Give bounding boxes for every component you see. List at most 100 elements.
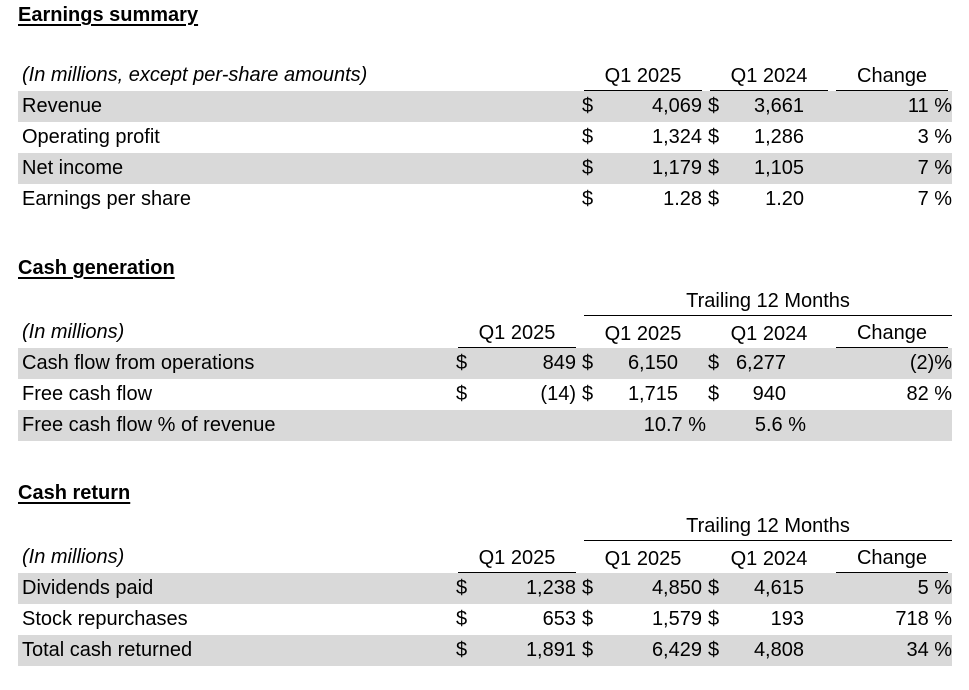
cashgen-header-label: (In millions): [22, 321, 125, 343]
currency-symbol: $: [706, 573, 732, 604]
value-q1-2025: (14): [540, 383, 576, 405]
value-ttm-q1-2025: 4,850: [606, 573, 706, 604]
currency-symbol: $: [456, 608, 468, 630]
earnings-header-row: (In millions, except per-share amounts) …: [18, 60, 952, 91]
table-row: Operating profit $ 1,324 $ 1,286 3 %: [18, 122, 952, 153]
currency-symbol: $: [708, 188, 720, 210]
currency-symbol: $: [708, 126, 720, 148]
cash-generation-title: Cash generation: [18, 257, 175, 279]
value-ttm-q1-2024: 4,615: [732, 573, 832, 604]
currency-symbol: $: [708, 383, 720, 405]
trailing-header-row: Trailing 12 Months: [18, 286, 953, 317]
currency-symbol: [454, 410, 480, 441]
value-change: 11 %: [832, 91, 953, 122]
table-row: Revenue $ 4,069 $ 3,661 11 %: [18, 91, 953, 122]
table-row: Stock repurchases $ 653 $ 1,579 $ 193 71…: [18, 604, 952, 635]
value-change: 82 %: [906, 383, 953, 405]
currency-symbol: $: [708, 608, 720, 630]
value-q1-2024: 1,105: [732, 153, 833, 184]
table-row: Cash flow from operations $ 849 $ 6,150 …: [18, 348, 953, 379]
col-q1-2025: Q1 2025: [584, 62, 703, 91]
trailing-12-months-label: Trailing 12 Months: [584, 287, 953, 316]
trailing-header-row: Trailing 12 Months: [18, 511, 953, 542]
value-ttm-q1-2025: 1,715: [627, 383, 678, 405]
value-q1-2025: [480, 410, 580, 441]
currency-symbol: $: [706, 635, 732, 666]
cash-return-title: Cash return: [18, 482, 131, 504]
value-change: 34 %: [832, 635, 953, 666]
value-change: [832, 410, 953, 441]
value-ttm-q1-2024: 4,808: [732, 635, 832, 666]
value-change: 5 %: [832, 573, 953, 604]
value-q1-2025: 653: [542, 608, 576, 630]
table-row: Free cash flow $ (14) $ 1,715 $ 940 82 %: [18, 379, 952, 410]
value-change: 7 %: [832, 153, 953, 184]
value-q1-2024: 3,661: [732, 91, 833, 122]
col-q1-2025: Q1 2025: [458, 544, 576, 573]
row-label: Net income: [18, 153, 580, 184]
currency-symbol: $: [706, 153, 733, 184]
currency-symbol: $: [580, 91, 606, 122]
table-row: Total cash returned $ 1,891 $ 6,429 $ 4,…: [18, 635, 953, 666]
col-change: Change: [836, 544, 949, 573]
row-label: Free cash flow % of revenue: [18, 410, 454, 441]
currency-symbol: $: [580, 348, 606, 379]
col-ttm-q1-2025: Q1 2025: [604, 323, 682, 345]
col-change: Change: [836, 62, 949, 91]
currency-symbol: $: [580, 573, 606, 604]
col-ttm-q1-2025: Q1 2025: [604, 548, 682, 570]
currency-symbol: $: [582, 383, 594, 405]
value-q1-2025: 1.28: [663, 188, 703, 210]
trailing-12-months-label: Trailing 12 Months: [584, 512, 953, 541]
col-ttm-q1-2024: Q1 2024: [730, 323, 808, 345]
currency-symbol: $: [454, 348, 480, 379]
currency-symbol: $: [454, 635, 480, 666]
value-q1-2025: 1,324: [651, 126, 703, 148]
col-q1-2025: Q1 2025: [458, 319, 576, 348]
value-q1-2025: 1,179: [606, 153, 707, 184]
currency-symbol: $: [454, 573, 480, 604]
row-label: Revenue: [18, 91, 580, 122]
value-ttm-q1-2025: 10.7 %: [606, 410, 706, 441]
row-label: Cash flow from operations: [18, 348, 454, 379]
row-label: Free cash flow: [22, 383, 153, 405]
value-q1-2025: 4,069: [606, 91, 707, 122]
row-label: Operating profit: [22, 126, 160, 148]
currency-symbol: $: [706, 348, 732, 379]
cashgen-header-row: (In millions) Q1 2025 Q1 2025 Q1 2024 Ch…: [18, 317, 952, 348]
cashret-header-label: (In millions): [22, 546, 125, 568]
value-ttm-q1-2024: 193: [770, 608, 804, 630]
currency-symbol: [706, 410, 732, 441]
value-ttm-q1-2024: 940: [752, 383, 786, 405]
currency-symbol: $: [582, 126, 594, 148]
currency-symbol: $: [582, 608, 594, 630]
value-change: 7 %: [917, 188, 953, 210]
value-change: (2)%: [832, 348, 953, 379]
row-label: Total cash returned: [18, 635, 454, 666]
table-row: Dividends paid $ 1,238 $ 4,850 $ 4,615 5…: [18, 573, 953, 604]
cash-generation-table: Trailing 12 Months (In millions) Q1 2025…: [18, 286, 953, 441]
row-label: Stock repurchases: [22, 608, 188, 630]
value-q1-2024: 1.20: [765, 188, 805, 210]
row-label: Earnings per share: [22, 188, 191, 210]
cashret-header-row: (In millions) Q1 2025 Q1 2025 Q1 2024 Ch…: [18, 542, 952, 573]
currency-symbol: $: [456, 383, 468, 405]
value-ttm-q1-2025: 6,150: [606, 348, 706, 379]
col-q1-2024: Q1 2024: [710, 62, 829, 91]
currency-symbol: $: [706, 91, 733, 122]
value-change: 718 %: [895, 608, 953, 630]
value-ttm-q1-2024: 6,277: [732, 348, 832, 379]
earnings-summary-table: (In millions, except per-share amounts) …: [18, 60, 953, 215]
table-row: Earnings per share $ 1.28 $ 1.20 7 %: [18, 184, 952, 215]
currency-symbol: $: [580, 153, 606, 184]
currency-symbol: [580, 410, 606, 441]
value-q1-2025: 849: [480, 348, 580, 379]
value-q1-2025: 1,238: [480, 573, 580, 604]
currency-symbol: $: [582, 188, 594, 210]
value-ttm-q1-2025: 1,579: [651, 608, 702, 630]
currency-symbol: $: [580, 635, 606, 666]
row-label: Dividends paid: [18, 573, 454, 604]
value-q1-2024: 1,286: [753, 126, 805, 148]
value-q1-2025: 1,891: [480, 635, 580, 666]
col-ttm-q1-2024: Q1 2024: [730, 548, 808, 570]
